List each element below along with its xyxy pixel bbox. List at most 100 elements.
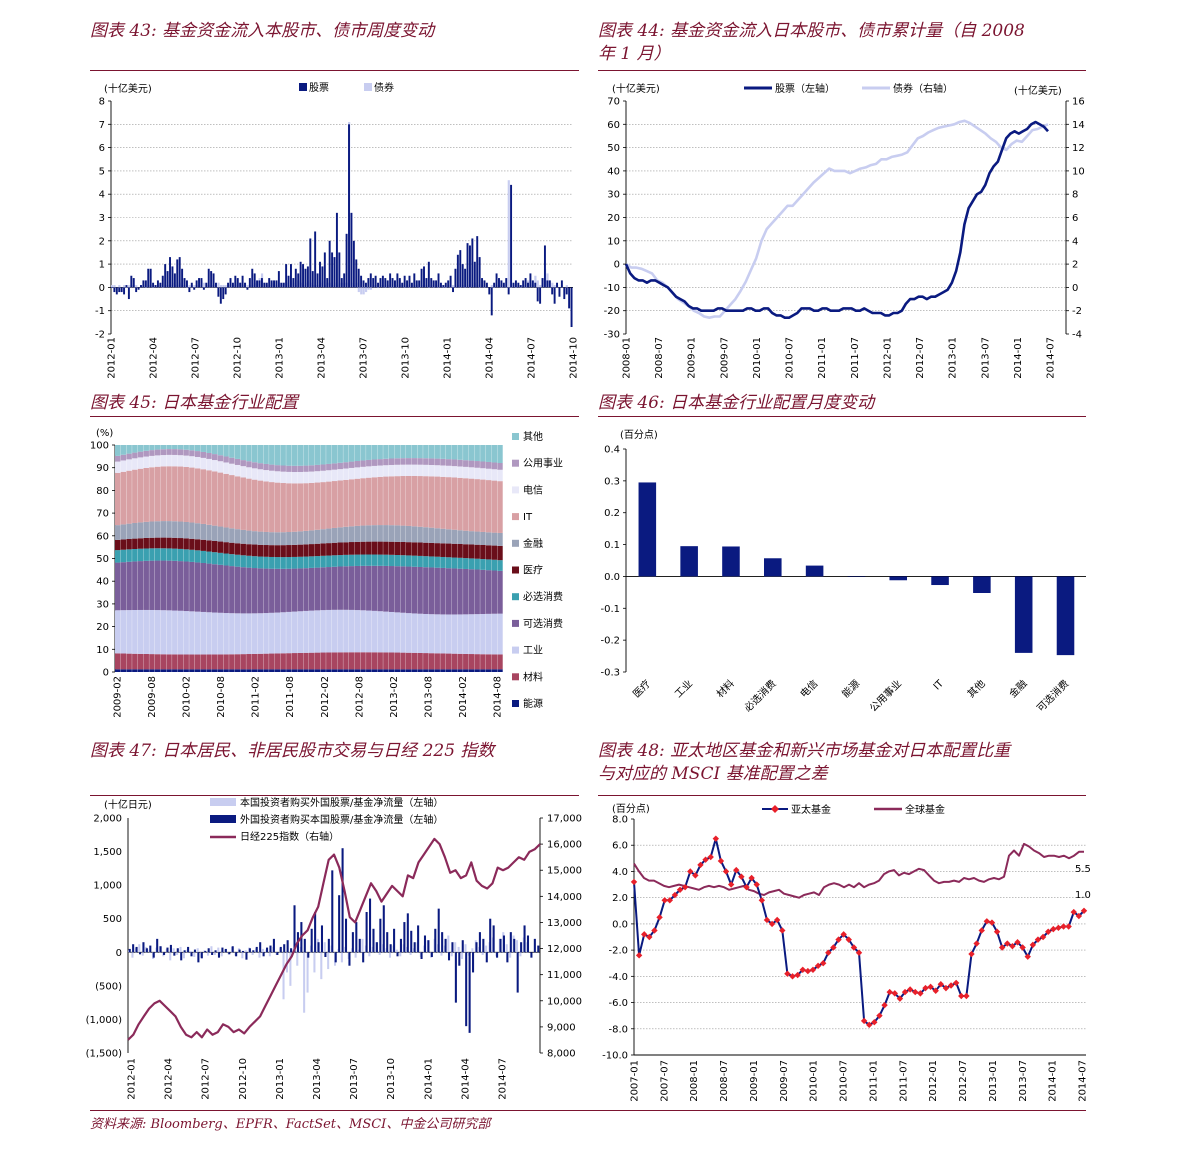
bar-stocks [374,275,377,288]
area-col [280,483,286,533]
area-col [246,654,252,670]
c48-y-tick: 4.0 [612,867,628,878]
bar-stocks [241,275,244,288]
c45-y-tick: 60 [96,531,109,542]
bar-foreign [475,942,478,953]
bar-domestic [323,942,326,953]
area-col [445,669,452,672]
area-col [143,445,149,451]
point-marker [1009,942,1016,950]
area-col [251,556,258,569]
area-col [229,613,235,655]
bar-sector-change [722,546,740,577]
bar-bonds [156,285,160,288]
area-col [160,445,167,450]
bar-foreign [241,950,245,953]
area-col [314,652,321,670]
area-col [348,461,355,468]
bar-bonds [195,285,198,288]
area-col [417,458,423,465]
c48-y-tick: 6.0 [612,841,628,852]
area-col [132,561,138,611]
area-col [485,545,492,560]
area-col [371,610,378,653]
area-col [120,562,127,611]
bar-stocks [193,287,196,290]
bar-stocks [519,285,522,288]
bar-foreign [351,932,354,953]
bar-foreign [372,928,375,953]
point-marker [958,992,965,1000]
legend-label: 能源 [523,697,543,710]
area-col [366,445,372,460]
bar-foreign [344,918,348,953]
area-col [309,567,315,611]
area-col [212,445,218,455]
bar-stocks [178,257,181,288]
c44-yr-tick: 6 [1072,213,1078,224]
area-col [177,455,184,467]
point-marker [963,992,970,1000]
bar-bonds [207,285,210,288]
area-col [377,669,383,672]
area-col [457,543,463,558]
bar-domestic [227,952,230,955]
point-marker [687,868,694,875]
legend-label-bonds: 债券 [374,81,394,94]
legend-swatch [512,459,519,467]
bar-bonds [514,287,518,288]
x-tick-label: 2012-01 [882,337,893,379]
bar-stocks [413,273,416,288]
bar-bonds [149,285,152,288]
area-col [246,613,252,655]
area-col [354,610,361,653]
title-rule-43 [90,70,579,71]
area-col [497,469,503,482]
title-chart-43: 图表 43: 基金资金流入本股市、债市周度变动 [90,21,435,41]
bar-stocks [379,278,382,288]
c47-yl-tick: (1,500) [86,1049,123,1060]
bar-bonds [430,285,433,288]
bar-foreign [276,952,279,955]
area-col [189,611,195,655]
area-col [206,654,212,670]
area-col [343,479,349,527]
bar-domestic [172,948,175,953]
area-col [406,652,412,670]
area-col [326,445,332,464]
area-col [251,462,258,469]
bar-stocks [127,287,130,300]
c46-y-tick: -0.2 [600,636,620,647]
point-marker [809,966,817,973]
legend-label: 其他 [523,430,543,443]
area-col [251,613,258,654]
area-col [354,541,361,555]
bar-domestic [176,952,179,955]
area-col [263,463,269,471]
area-col [411,458,418,465]
bar-bonds [364,287,368,293]
bar-stocks [384,278,387,288]
bar-domestic [457,946,460,953]
x-tick-label: 2014-01 [1048,1060,1059,1102]
area-col [417,445,423,459]
bar-stocks [425,278,428,288]
bar-domestic [231,946,234,953]
bar-stocks [154,285,157,288]
bar-domestic [251,952,254,955]
area-col [297,471,304,484]
area-col [371,652,378,670]
area-col [115,455,121,462]
area-col [297,531,304,545]
area-col [223,553,229,566]
area-col [463,614,469,654]
bar-bonds [519,287,522,288]
area-col [200,539,207,551]
bar-bonds [485,285,489,288]
bar-stocks [120,287,123,293]
area-col [263,669,269,672]
area-col [314,482,321,530]
bar-bonds [309,282,312,288]
area-col [286,568,292,612]
area-col [348,669,355,672]
